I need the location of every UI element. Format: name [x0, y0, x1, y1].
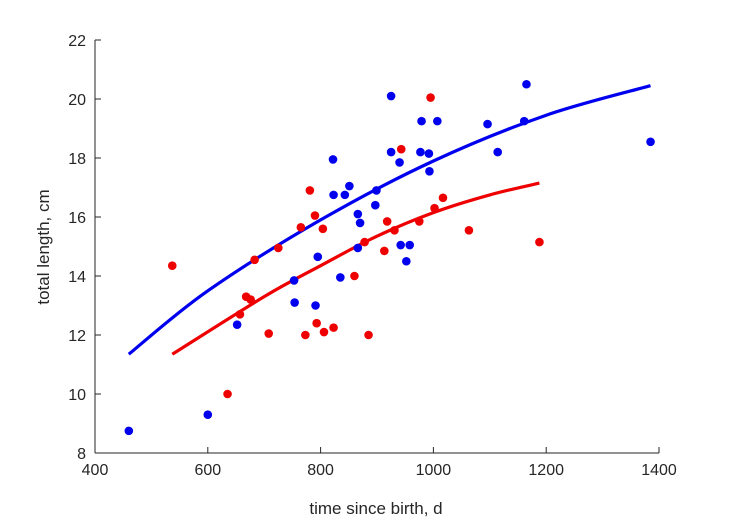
data-point [380, 246, 389, 256]
x-tick-label: 800 [307, 462, 334, 479]
x-ticks: 400 600 800 1000 1200 1400 [82, 447, 677, 479]
x-axis-label: time since birth, d [309, 499, 442, 518]
x-tick-label: 1000 [416, 462, 452, 479]
data-point [313, 252, 323, 262]
data-point [310, 211, 320, 220]
data-point [371, 200, 380, 210]
y-tick-label: 8 [77, 446, 86, 463]
data-point [402, 256, 411, 266]
data-point [396, 240, 405, 250]
data-point [464, 225, 474, 235]
data-point [274, 243, 283, 253]
data-point [382, 217, 392, 226]
data-point [395, 158, 404, 167]
data-point [396, 144, 406, 154]
data-point [355, 218, 365, 228]
data-point [483, 119, 492, 129]
data-point [433, 116, 442, 126]
data-point [290, 298, 299, 307]
data-point [312, 318, 321, 328]
data-point [336, 273, 345, 282]
data-point [425, 166, 434, 176]
data-point [522, 79, 531, 89]
data-point [353, 243, 363, 253]
data-point [405, 240, 415, 250]
data-point [167, 261, 177, 270]
data-point [246, 295, 255, 304]
data-point [438, 193, 448, 203]
data-point [430, 203, 439, 213]
data-point [417, 116, 426, 126]
data-point [416, 147, 425, 157]
data-point [235, 310, 245, 319]
data-point [646, 137, 655, 147]
data-point [360, 237, 369, 247]
y-tick-label: 20 [68, 92, 86, 109]
data-point [305, 186, 315, 195]
fit-line [171, 181, 540, 356]
y-tick-label: 16 [68, 210, 86, 227]
data-point [311, 301, 320, 310]
y-ticks: 8 10 12 14 16 18 20 22 [68, 33, 101, 463]
data-point [493, 147, 502, 157]
x-tick-label: 1400 [641, 462, 677, 479]
data-point [340, 190, 350, 200]
data-point [289, 276, 299, 285]
data-point [345, 181, 354, 191]
y-tick-label: 18 [68, 151, 86, 168]
data-point [386, 147, 396, 157]
data-point [318, 224, 328, 234]
data-point [426, 93, 435, 102]
y-tick-label: 14 [68, 269, 86, 286]
data-point [386, 91, 396, 101]
data-point [250, 255, 259, 265]
data-point [372, 186, 381, 195]
data-point [203, 410, 213, 419]
y-tick-label: 10 [68, 387, 86, 404]
data-point [328, 155, 338, 164]
data-point [353, 209, 363, 219]
data-point [232, 320, 242, 329]
x-tick-label: 600 [194, 462, 221, 479]
data-point [319, 327, 329, 337]
data-points [124, 79, 655, 436]
data-point [329, 190, 338, 200]
data-point [296, 223, 306, 232]
data-point [301, 330, 310, 340]
data-point [223, 389, 232, 399]
y-axis-label: total length, cm [34, 189, 53, 304]
y-tick-label: 22 [68, 33, 86, 50]
x-tick-label: 400 [82, 462, 109, 479]
data-point [350, 271, 359, 281]
y-tick-label: 12 [68, 328, 86, 345]
data-point [535, 237, 544, 247]
data-point [329, 323, 338, 332]
x-tick-label: 1200 [528, 462, 564, 479]
data-point [364, 330, 373, 340]
data-point [264, 329, 274, 338]
data-point [424, 149, 434, 158]
data-point [415, 217, 424, 226]
data-point [519, 116, 529, 126]
data-point [124, 426, 134, 436]
data-point [390, 225, 399, 235]
